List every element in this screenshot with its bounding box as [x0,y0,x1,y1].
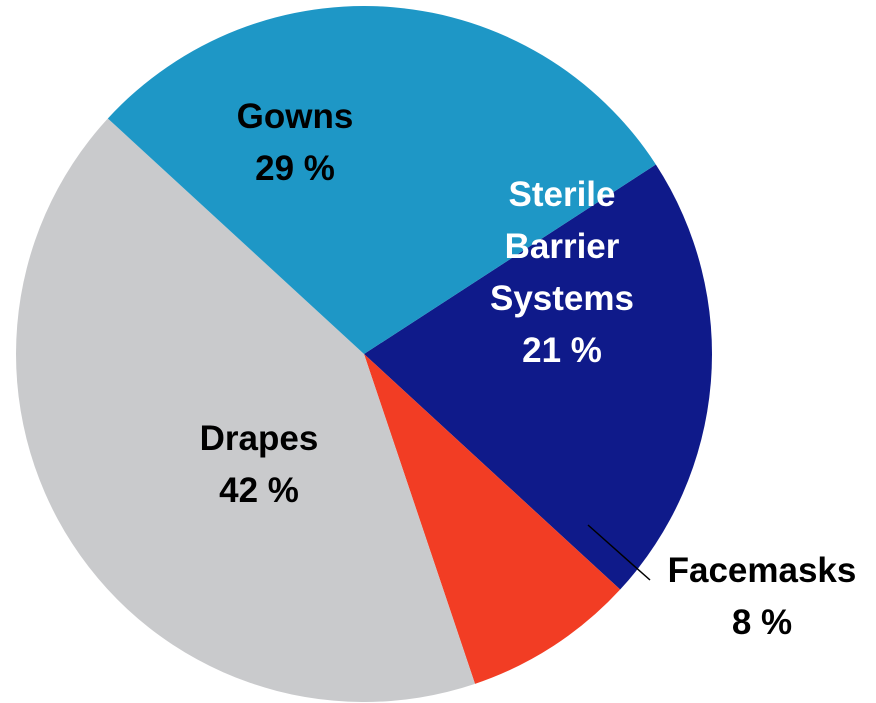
slice-value-label: 21 % [522,331,602,370]
slice-name-label: Sterile [509,175,616,214]
slice-name-label: Facemasks [668,551,857,590]
pie-slice-gowns [107,6,656,354]
slice-value-label: 42 % [219,471,299,510]
pie-slice-sterile-barrier-systems [364,164,712,590]
slice-name-label: Systems [490,279,634,318]
leader-line-facemasks [587,524,651,581]
slice-label-drapes: Drapes 42 % [200,419,319,510]
slice-labels: Sterile Barrier Systems 21 % Facemasks 8 % Dra… [200,97,857,642]
slice-value-label: 8 % [732,603,792,642]
slice-label-sterile-barrier-systems: Sterile Barrier Systems 21 % [490,175,634,370]
pie-slice-drapes [16,118,476,702]
slice-name-label: Barrier [505,227,620,266]
slice-name-label: Drapes [200,419,319,458]
pie-slice-facemasks [364,354,621,684]
slice-label-facemasks: Facemasks 8 % [668,551,857,642]
leader-lines [587,524,651,581]
slice-name-label: Gowns [237,97,354,136]
slice-value-label: 29 % [255,149,335,188]
pie-slices [16,6,712,702]
slice-label-gowns: Gowns 29 % [237,97,354,188]
